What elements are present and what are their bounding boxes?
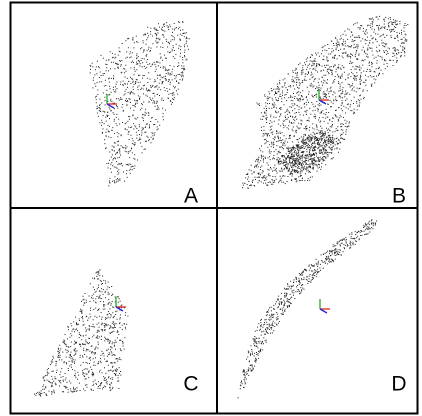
panel-label: B: [392, 185, 406, 208]
panel-label: C: [183, 373, 198, 396]
panel-label: D: [391, 373, 406, 396]
figure: A B C D: [0, 0, 422, 416]
panel-label: A: [184, 185, 198, 208]
